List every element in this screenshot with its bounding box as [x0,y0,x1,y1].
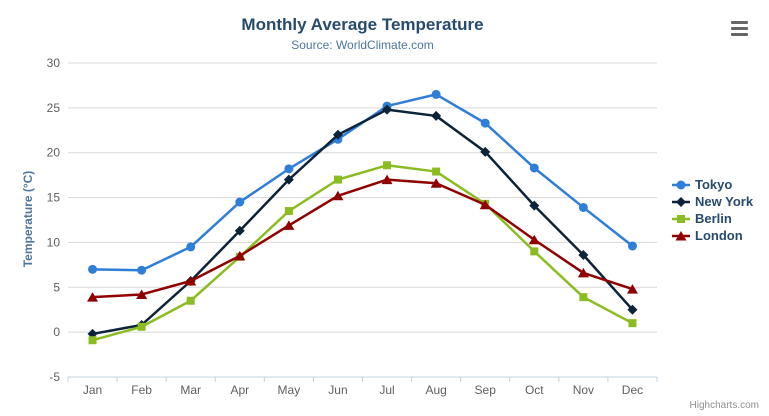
series-marker-tokyo[interactable] [529,163,539,173]
x-axis-category-label: Dec [622,383,643,397]
y-axis-tick-label: 0 [53,325,60,339]
legend-item-tokyo[interactable]: Tokyo [672,176,753,193]
x-axis-category-label: Mar [180,383,201,397]
series-marker-london[interactable] [87,292,99,302]
legend-item-london[interactable]: London [672,227,753,244]
x-axis-category-label: Nov [573,383,594,397]
hamburger-menu-icon[interactable] [731,21,748,36]
series-marker-tokyo[interactable] [627,241,637,251]
series-marker-london[interactable] [185,276,197,286]
series-marker-berlin[interactable] [88,336,97,345]
series-marker-berlin[interactable] [530,247,539,256]
series-marker-berlin[interactable] [383,161,392,170]
legend-marker-shape[interactable] [676,180,686,189]
series-marker-london[interactable] [430,178,442,188]
y-axis-tick-label: 10 [47,235,61,249]
series-marker-new-york[interactable] [283,174,294,185]
legend-marker-square-icon [672,214,690,223]
series-marker-berlin[interactable] [579,293,588,302]
series-marker-london[interactable] [234,250,246,261]
menu-bar [731,33,748,36]
x-axis-category-label: Aug [425,383,446,397]
chart-title: Monthly Average Temperature [241,15,484,34]
x-axis-category-label: Jun [328,383,347,397]
series-marker-berlin[interactable] [432,167,441,176]
series-marker-berlin[interactable] [137,322,146,331]
series-marker-new-york[interactable] [529,200,540,211]
series-marker-london[interactable] [136,289,148,299]
menu-bar [731,27,748,30]
x-axis-category-label: Sep [475,383,497,397]
series-marker-london[interactable] [283,220,295,230]
legend-marker-diamond-icon [672,196,690,207]
series-marker-new-york[interactable] [332,129,343,140]
legend-label: Tokyo [695,177,733,192]
chart-subtitle: Source: WorldClimate.com [291,38,434,52]
series-marker-tokyo[interactable] [480,118,490,128]
y-axis-tick-label: -5 [49,370,60,384]
series-marker-new-york[interactable] [480,146,491,157]
series-marker-tokyo[interactable] [88,264,98,274]
y-axis-tick-label: 15 [47,191,61,205]
y-axis-tick-label: 25 [47,101,61,115]
legend-label: London [695,228,743,243]
y-axis-tick-label: 20 [47,146,61,160]
credits-link[interactable]: Highcharts.com [689,400,759,411]
series-line-london[interactable] [91,178,634,299]
legend: Tokyo New York Berlin London [672,176,753,244]
series-line-new-york[interactable] [91,108,634,336]
x-axis-category-label: Feb [131,383,152,397]
series-marker-new-york[interactable] [578,249,589,260]
series-marker-london[interactable] [381,174,393,185]
series-marker-new-york[interactable] [627,304,638,315]
x-axis-category-label: May [278,383,301,397]
legend-marker-triangle-icon [672,230,690,241]
series-marker-tokyo[interactable] [431,89,441,99]
series-marker-london[interactable] [332,190,344,201]
series-marker-berlin[interactable] [333,175,342,184]
x-axis-category-label: Apr [230,383,249,397]
series-marker-london[interactable] [577,267,589,278]
legend-marker-shape[interactable] [676,196,686,207]
x-axis-category-label: Jul [379,383,394,397]
series-marker-london[interactable] [626,284,638,294]
y-axis-tick-label: 30 [47,56,61,70]
series-marker-berlin[interactable] [186,296,195,305]
series-marker-tokyo[interactable] [186,242,196,252]
x-axis-category-label: Jan [83,383,102,397]
legend-label: Berlin [695,211,732,226]
legend-label: New York [695,194,754,209]
legend-marker-circle-icon [672,180,690,189]
series-marker-new-york[interactable] [234,225,245,236]
series-marker-tokyo[interactable] [578,202,588,212]
menu-bar [731,21,748,24]
x-axis-category-label: Oct [525,383,544,397]
y-axis-tick-label: 5 [53,280,60,294]
series-line-tokyo[interactable] [91,93,634,272]
series-marker-berlin[interactable] [284,207,293,216]
series-marker-new-york[interactable] [431,110,442,121]
series-line-berlin[interactable] [91,164,634,342]
series-marker-new-york[interactable] [382,104,393,115]
series-marker-london[interactable] [528,234,540,245]
legend-marker-shape[interactable] [675,230,687,241]
series-marker-berlin[interactable] [628,319,637,328]
series-marker-tokyo[interactable] [137,265,147,275]
series-marker-tokyo[interactable] [284,164,294,174]
series-marker-tokyo[interactable] [235,197,245,207]
legend-item-berlin[interactable]: Berlin [672,210,753,227]
series-marker-london[interactable] [479,199,491,210]
legend-marker-shape[interactable] [677,214,685,223]
legend-item-new-york[interactable]: New York [672,193,753,210]
